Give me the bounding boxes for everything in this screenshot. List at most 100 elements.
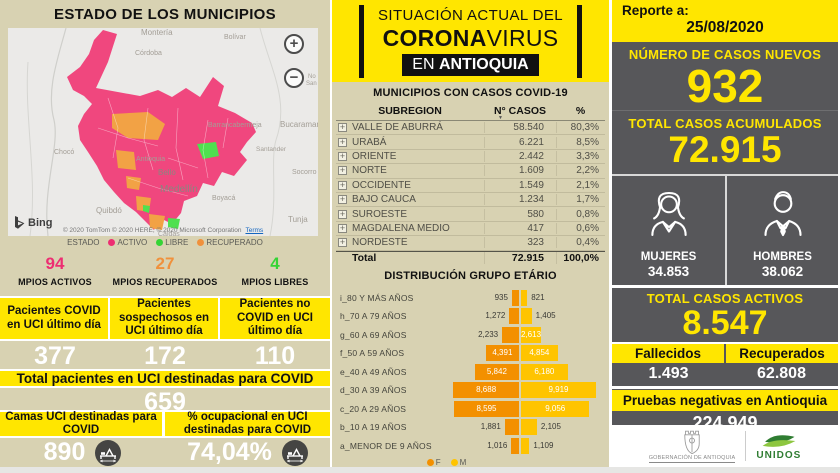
subregion-pct: 1,7% (556, 194, 605, 206)
bar-m[interactable] (521, 326, 541, 343)
subregion-name: VALLE DE ABURRÁ (352, 122, 443, 134)
table-row[interactable]: + BAJO CAUCA 1.234 1,7% (336, 193, 605, 208)
pyramid-row[interactable]: d_30 A 39 AÑOS 8,688 9,919 (340, 382, 601, 399)
active-cases-value: 8.547 (682, 304, 768, 343)
subregion-name: NORDESTE (352, 237, 408, 249)
bar-f[interactable] (502, 326, 519, 343)
bar-m[interactable] (521, 308, 532, 325)
legend-f: F (426, 458, 441, 467)
expand-icon[interactable]: + (338, 208, 347, 219)
gobernacion-label: GOBERNACIÓN DE ANTIOQUIA (648, 455, 736, 463)
map-zoom-in-button[interactable]: + (284, 34, 304, 54)
pyramid-row[interactable]: h_70 A 79 AÑOS 1,272 1,405 (340, 308, 601, 325)
map-label: San (306, 81, 317, 87)
bar-f[interactable] (511, 289, 519, 306)
bar-m[interactable] (521, 289, 528, 306)
legend-item-activo: ACTIVO (108, 238, 147, 247)
uci-no-covid-label: Pacientes no COVID en UCI último día (220, 298, 330, 339)
bar-m[interactable] (521, 437, 530, 454)
bar-f[interactable] (511, 437, 519, 454)
bar-f[interactable] (454, 400, 519, 417)
table-row[interactable]: + SUROESTE 580 0,8% (336, 207, 605, 222)
map-label: Socorro (292, 169, 317, 176)
map-label: Montería (141, 28, 173, 37)
table-row[interactable]: + NORTE 1.609 2,2% (336, 164, 605, 179)
man-icon (763, 191, 802, 237)
table-row[interactable]: + VALLE DE ABURRÁ 58.540 80,3% (336, 121, 605, 136)
value-f: 8,595 (476, 403, 497, 413)
subregion-casos: 1.234 (484, 194, 556, 206)
bar-m[interactable] (521, 400, 590, 417)
expand-icon[interactable]: + (338, 194, 347, 205)
map-terms-link[interactable]: Terms (245, 227, 264, 234)
men-cell: HOMBRES 38.062 (725, 176, 838, 286)
header-pct[interactable]: % (575, 105, 586, 117)
pyramid-rows: i_80 Y MÁS AÑOS 935 821 h_70 A 79 AÑOS 1,272… (340, 289, 601, 454)
bar-f[interactable] (509, 308, 519, 325)
pyramid-row[interactable]: i_80 Y MÁS AÑOS 935 821 (340, 289, 601, 306)
table-row[interactable]: + NORDESTE 323 0,4% (336, 236, 605, 251)
expand-icon[interactable]: + (338, 222, 347, 233)
value-m: 9,056 (545, 403, 566, 413)
pyramid-row[interactable]: e_40 A 49 AÑOS 5,842 6,180 (340, 363, 601, 380)
map-region-libre-3 (168, 218, 180, 229)
pyramid-row[interactable]: g_60 A 69 AÑOS 2,233 2,613 (340, 326, 601, 343)
value-f: 1,016 (487, 440, 508, 450)
new-cases-label: NÚMERO DE CASOS NUEVOS (628, 47, 822, 62)
age-group-label: d_30 A 39 AÑOS (340, 385, 407, 396)
total-uci-label: Total pacientes en UCI destinadas para C… (0, 369, 330, 388)
uci-covid-value: 377 (34, 342, 76, 370)
expand-icon[interactable]: + (338, 237, 347, 248)
subregion-pct: 2,1% (556, 179, 605, 191)
expand-icon[interactable]: + (338, 165, 347, 176)
bar-m[interactable] (521, 419, 537, 436)
bar-f[interactable] (474, 363, 519, 380)
chart-title: DISTRIBUCIÓN GRUPO ETÁRIO (384, 269, 557, 282)
pyramid-row[interactable]: b_10 A 19 AÑOS 1,881 2,105 (340, 419, 601, 436)
bar-f[interactable] (504, 419, 519, 436)
expand-icon[interactable]: + (338, 136, 347, 147)
bing-logo[interactable]: Bing (14, 216, 52, 230)
camas-uci-label: Camas UCI destinadas para COVID (0, 411, 165, 436)
total-cases-label: TOTAL CASOS ACUMULADOS (628, 116, 822, 132)
table-header[interactable]: SUBREGION N° CASOS ▼ % (336, 105, 605, 121)
situacion-header: SITUACIÓN ACTUAL DEL CORONAVIRUS EN ANTI… (332, 0, 609, 82)
bar-f[interactable] (453, 382, 519, 399)
total-cases-value: 72.915 (668, 129, 782, 171)
expand-icon[interactable]: + (338, 150, 347, 161)
activo-dot-icon (108, 239, 116, 246)
antioquia-map[interactable]: Montería Córdoba Bolívar Barrancabermeja Buc… (8, 28, 318, 236)
bar-m[interactable] (521, 363, 568, 380)
municipio-stats: 94 MPIOS ACTIVOS 27 MPIOS RECUPERADOS 4 MPI… (0, 254, 330, 287)
title-line2: CORONAVIRUS (382, 24, 559, 51)
bar-m[interactable] (521, 382, 596, 399)
bar-f[interactable] (485, 345, 519, 362)
deaths-recovered-labels: Fallecidos Recuperados (612, 343, 838, 363)
uci-sospechosos-label: Pacientes sospechosos en UCI último día (110, 298, 220, 339)
logos-footer: GOBERNACIÓN DE ANTIOQUIA UNIDOS (612, 425, 838, 467)
pyramid-row[interactable]: a_MENOR DE 9 AÑOS 1,016 1,109 (340, 437, 601, 454)
pyramid-bars: 8,688 9,919 (452, 382, 601, 399)
footer-divider (745, 431, 747, 461)
men-label: HOMBRES (753, 251, 812, 264)
expand-icon[interactable]: + (338, 179, 347, 190)
title-line1: SITUACIÓN ACTUAL DEL (378, 6, 563, 24)
bar-m[interactable] (521, 345, 558, 362)
age-group-label: b_10 A 19 AÑOS (340, 422, 407, 433)
header-casos[interactable]: N° CASOS ▼ (493, 105, 547, 121)
municipios-panel: ESTADO DE LOS MUNICIPIOS (0, 0, 330, 467)
table-row[interactable]: + ORIENTE 2.442 3,3% (336, 150, 605, 165)
header-subregion[interactable]: SUBREGION (378, 105, 442, 117)
pyramid-row[interactable]: c_20 A 29 AÑOS 8,595 9,056 (340, 400, 601, 417)
table-row[interactable]: + URABÁ 6.221 8,5% (336, 135, 605, 150)
camas-label-boxes: Camas UCI destinadas para COVID % ocupac… (0, 410, 330, 438)
map-zoom-out-button[interactable]: − (284, 68, 304, 88)
pyramid-bars: 4,391 4,854 (452, 345, 601, 362)
table-row[interactable]: + MAGDALENA MEDIO 417 0,6% (336, 222, 605, 237)
total-cases-section: TOTAL CASOS ACUMULADOS 72.915 (612, 111, 838, 170)
pyramid-row[interactable]: f_50 A 59 AÑOS 4,391 4,854 (340, 345, 601, 362)
expand-icon[interactable]: + (338, 122, 347, 133)
stat-mpios-libres: 4 MPIOS LIBRES (241, 254, 309, 287)
situacion-title: SITUACIÓN ACTUAL DEL CORONAVIRUS EN ANTI… (359, 4, 582, 78)
table-row[interactable]: + OCCIDENTE 1.549 2,1% (336, 179, 605, 193)
